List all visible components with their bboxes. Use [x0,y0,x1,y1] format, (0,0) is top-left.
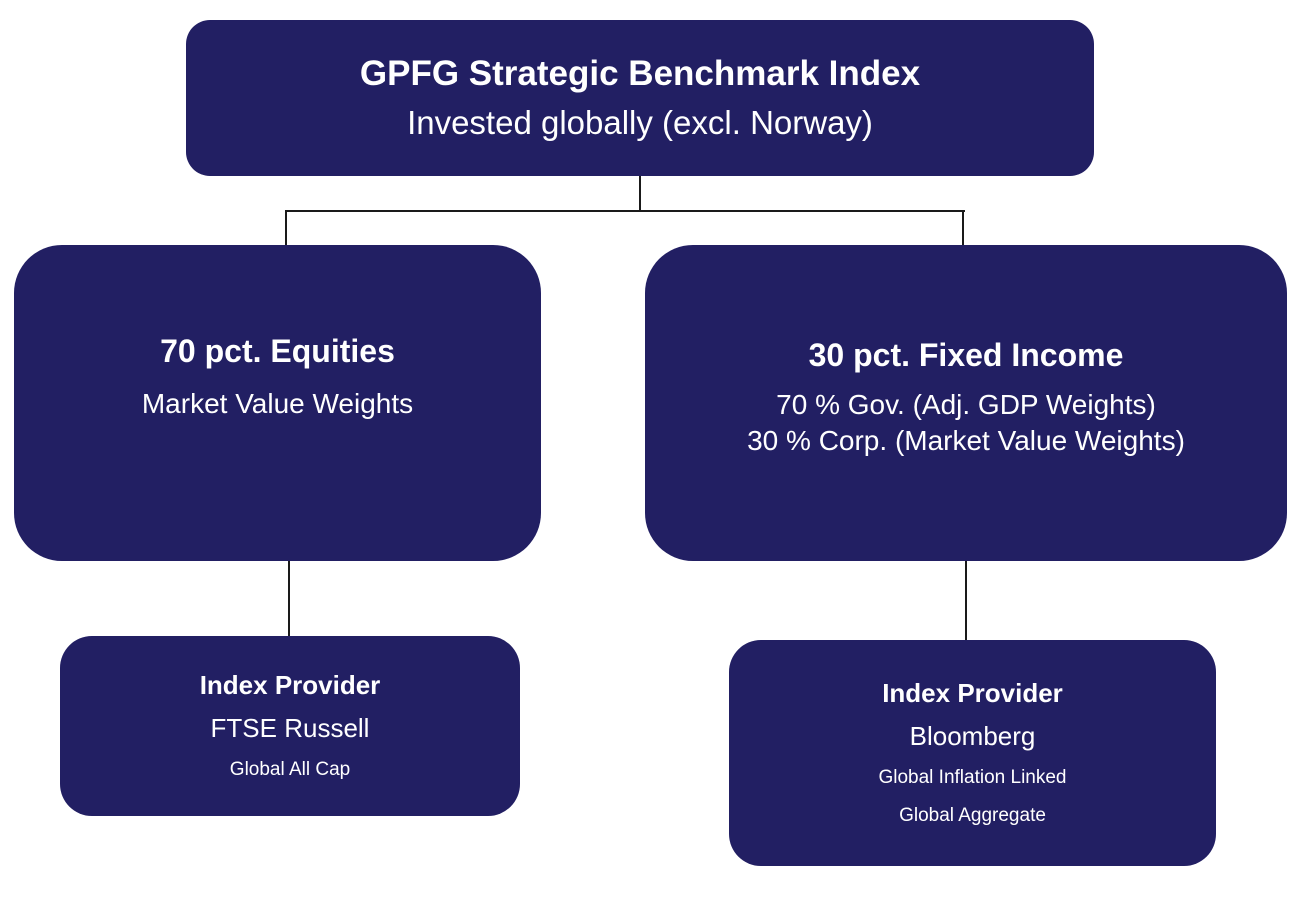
node-equities: 70 pct. Equities Market Value Weights [14,245,541,561]
node-fixed-income: 30 pct. Fixed Income 70 % Gov. (Adj. GDP… [645,245,1287,561]
fixed-income-provider-index-2: Global Aggregate [899,805,1046,827]
root-subtitle: Invested globally (excl. Norway) [407,104,873,142]
equities-provider-index: Global All Cap [229,759,351,781]
equities-weights-line: Market Value Weights [141,388,414,419]
connector-fixed-income-provider [965,561,967,640]
fixed-income-title: 30 pct. Fixed Income [808,337,1124,374]
fixed-income-weights-lines: 70 % Gov. (Adj. GDP Weights) 30 % Corp. … [747,387,1185,460]
connector-fixed-income-drop [962,210,964,245]
fixed-income-provider-heading: Index Provider [882,678,1063,709]
connector-equities-provider [288,561,290,636]
equities-title: 70 pct. Equities [160,332,395,369]
connector-root-drop [639,176,641,212]
fixed-income-provider-index-1: Global Inflation Linked [878,767,1067,789]
fixed-income-gov-line: 70 % Gov. (Adj. GDP Weights) [776,388,1156,420]
root-title: GPFG Strategic Benchmark Index [359,53,921,93]
node-root-benchmark: GPFG Strategic Benchmark Index Invested … [186,20,1094,176]
node-fixed-income-index-provider: Index Provider Bloomberg Global Inflatio… [729,640,1216,866]
node-equities-index-provider: Index Provider FTSE Russell Global All C… [60,636,520,816]
equities-provider-heading: Index Provider [199,669,381,700]
fixed-income-provider-name: Bloomberg [909,721,1036,752]
connector-equities-drop [285,210,287,245]
fixed-income-corp-line: 30 % Corp. (Market Value Weights) [747,425,1185,457]
connector-horizontal-branch [285,210,965,212]
equities-provider-name: FTSE Russell [210,713,370,744]
